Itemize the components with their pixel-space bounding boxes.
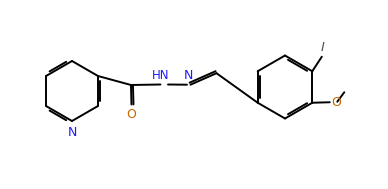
- Text: O: O: [126, 108, 137, 121]
- Text: O: O: [331, 96, 341, 109]
- Text: N: N: [184, 69, 193, 82]
- Text: N: N: [67, 126, 77, 139]
- Text: HN: HN: [152, 69, 170, 82]
- Text: I: I: [320, 41, 324, 54]
